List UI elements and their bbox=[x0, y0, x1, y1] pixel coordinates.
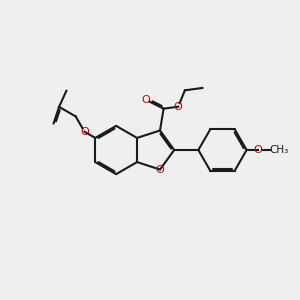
Text: O: O bbox=[254, 145, 262, 155]
Text: O: O bbox=[174, 102, 183, 112]
Text: O: O bbox=[80, 127, 89, 137]
Text: O: O bbox=[141, 95, 150, 105]
Text: CH₃: CH₃ bbox=[269, 145, 289, 155]
Text: O: O bbox=[156, 164, 164, 175]
